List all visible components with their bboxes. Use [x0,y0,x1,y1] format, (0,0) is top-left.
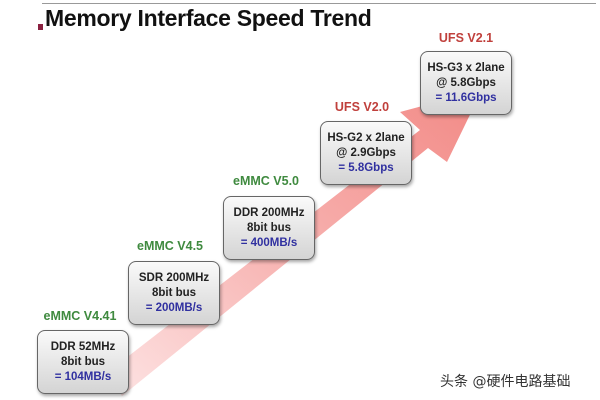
step-line2: 8bit bus [246,221,292,234]
step-line2: @ 5.8Gbps [436,76,496,89]
page-title: Memory Interface Speed Trend [45,5,372,31]
step-value: = 104MB/s [54,370,112,383]
step-line1: HS-G3 x 2lane [427,61,505,74]
step-line1: DDR 200MHz [233,206,305,219]
step-line2: 8bit bus [60,355,106,368]
step-box-ufs-v20: HS-G2 x 2lane @ 2.9Gbps = 5.8Gbps [320,121,412,185]
step-line2: 8bit bus [151,286,197,299]
step-box-ufs-v21: HS-G3 x 2lane @ 5.8Gbps = 11.6Gbps [420,51,512,115]
step-value: = 5.8Gbps [338,161,394,174]
step-value: = 200MB/s [145,301,203,314]
watermark: 头条 @硬件电路基础 [440,374,571,390]
step-label-emmc-v50: eMMC V5.0 [233,174,299,188]
step-label-ufs-v20: UFS V2.0 [334,100,390,114]
step-box-emmc-v50: DDR 200MHz 8bit bus = 400MB/s [223,196,315,260]
step-value: = 11.6Gbps [435,91,497,104]
step-box-emmc-v441: DDR 52MHz 8bit bus = 104MB/s [37,330,129,394]
step-line1: HS-G2 x 2lane [327,131,405,144]
top-rule [42,3,596,4]
step-line2: @ 2.9Gbps [336,146,396,159]
step-label-ufs-v21: UFS V2.1 [438,31,494,45]
step-label-emmc-v45: eMMC V4.5 [137,239,203,253]
title-bullet [38,24,43,30]
step-box-emmc-v45: SDR 200MHz 8bit bus = 200MB/s [128,261,220,325]
step-line1: SDR 200MHz [138,271,210,284]
step-line1: DDR 52MHz [50,340,116,353]
step-label-emmc-v441: eMMC V4.41 [43,309,117,323]
step-value: = 400MB/s [240,236,298,249]
